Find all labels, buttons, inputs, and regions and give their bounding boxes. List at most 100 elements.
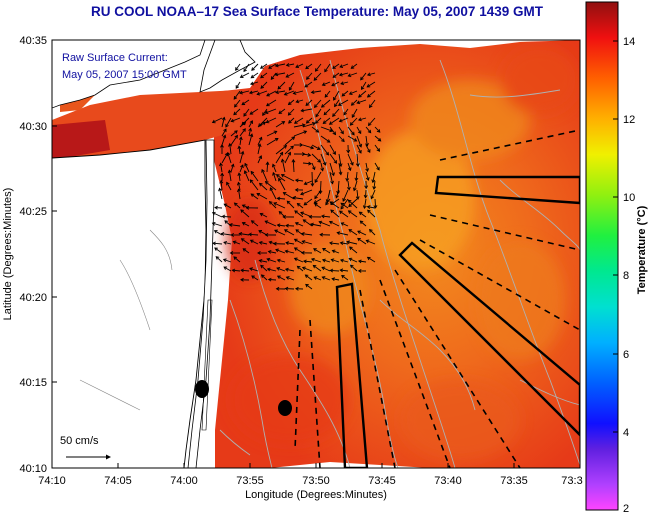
current-vector-head <box>300 108 305 113</box>
current-vector-head <box>240 277 244 282</box>
current-vector <box>281 174 295 182</box>
colorbar-tick-label: 6 <box>623 349 629 361</box>
current-vector-head <box>293 257 298 262</box>
current-vector <box>293 130 307 137</box>
current-vector-head <box>227 169 232 174</box>
current-vector-head <box>339 268 344 273</box>
current-vector-head <box>233 256 238 260</box>
current-vector-head <box>221 214 226 219</box>
current-vector <box>367 256 376 263</box>
current-vector <box>311 258 322 263</box>
current-vector <box>355 171 358 181</box>
current-vector-head <box>337 102 342 106</box>
current-vector-head <box>350 161 354 166</box>
current-vector <box>256 193 268 200</box>
current-vector <box>351 108 358 118</box>
current-vector <box>329 221 340 227</box>
current-vector-head <box>341 92 346 97</box>
current-vector <box>349 258 358 263</box>
current-vector-head <box>242 121 247 126</box>
current-vector-head <box>286 200 291 205</box>
current-vector-head <box>368 228 373 233</box>
current-vector-head <box>303 259 307 264</box>
current-vector <box>369 229 376 236</box>
current-vector-head <box>318 220 323 225</box>
current-vector-head <box>341 138 345 143</box>
x-tick-label: 73:45 <box>368 475 396 487</box>
current-vector-head <box>300 191 304 196</box>
current-vector-head <box>287 112 292 116</box>
surface-current-vectors <box>211 63 382 291</box>
current-vector <box>320 144 329 156</box>
current-vector-head <box>223 203 228 208</box>
current-vector <box>311 90 322 93</box>
current-vector-head <box>310 222 314 227</box>
current-vector <box>313 72 322 81</box>
x-tick-label: 73:35 <box>500 475 528 487</box>
current-vector-head <box>315 129 320 133</box>
current-vector-head <box>220 144 224 148</box>
current-vector-head <box>249 120 253 124</box>
current-vector-head <box>230 163 235 168</box>
current-vector <box>320 153 326 166</box>
current-vector <box>250 193 259 200</box>
current-vector <box>266 99 277 107</box>
current-vector <box>319 221 331 227</box>
current-vector-head <box>241 101 246 106</box>
current-vector-head <box>275 286 280 291</box>
current-vector-head <box>314 68 319 72</box>
current-vector-head <box>212 241 216 246</box>
current-vector-head <box>321 276 326 280</box>
current-vector <box>302 144 314 149</box>
current-vector-head <box>303 201 308 206</box>
current-vector <box>341 222 349 227</box>
current-vector-head <box>365 168 370 173</box>
current-vector <box>233 90 241 100</box>
current-vector-head <box>222 258 227 263</box>
x-tick-label: 74:05 <box>104 475 132 487</box>
current-vector-head <box>268 240 273 245</box>
current-vector <box>332 63 340 69</box>
current-vector <box>265 181 277 191</box>
current-vector-head <box>278 110 283 115</box>
current-vector-head <box>324 68 328 73</box>
current-vector <box>235 81 241 89</box>
colorbar-tick-label: 8 <box>623 270 629 282</box>
current-vector-head <box>332 113 336 117</box>
current-vector-head <box>233 95 238 100</box>
current-vector <box>303 260 313 263</box>
current-vector <box>284 136 295 146</box>
current-vector-head <box>251 67 255 71</box>
current-vector <box>272 164 277 173</box>
current-vector-head <box>221 116 226 121</box>
current-vector-head <box>366 205 371 210</box>
current-vector <box>285 268 295 272</box>
current-vector-head <box>224 220 229 224</box>
current-vector <box>239 137 242 146</box>
current-vector-head <box>250 193 255 197</box>
current-vector <box>241 238 250 245</box>
current-vector <box>306 117 313 124</box>
current-vector <box>329 242 340 245</box>
current-vector <box>268 250 277 254</box>
current-vector <box>305 63 313 69</box>
current-vector <box>249 90 259 94</box>
current-vector <box>321 99 331 108</box>
current-vector <box>251 63 259 71</box>
current-vector-head <box>326 139 331 143</box>
raw-current-label: Raw Surface Current: <box>62 52 168 64</box>
current-vector-head <box>295 286 299 291</box>
current-vector-head <box>299 143 304 147</box>
current-vector <box>358 117 367 121</box>
y-tick-label: 40:25 <box>19 206 47 218</box>
current-vector <box>338 162 342 175</box>
current-vector <box>374 135 381 142</box>
current-vector-head <box>356 100 361 105</box>
current-vector <box>343 108 349 116</box>
current-vector <box>251 275 259 281</box>
current-vector <box>329 126 336 135</box>
colorbar-tick-label: 12 <box>623 114 635 126</box>
current-vector <box>305 284 313 290</box>
x-axis-label: Longitude (Degrees:Minutes) <box>245 489 387 501</box>
current-vector <box>342 189 349 202</box>
